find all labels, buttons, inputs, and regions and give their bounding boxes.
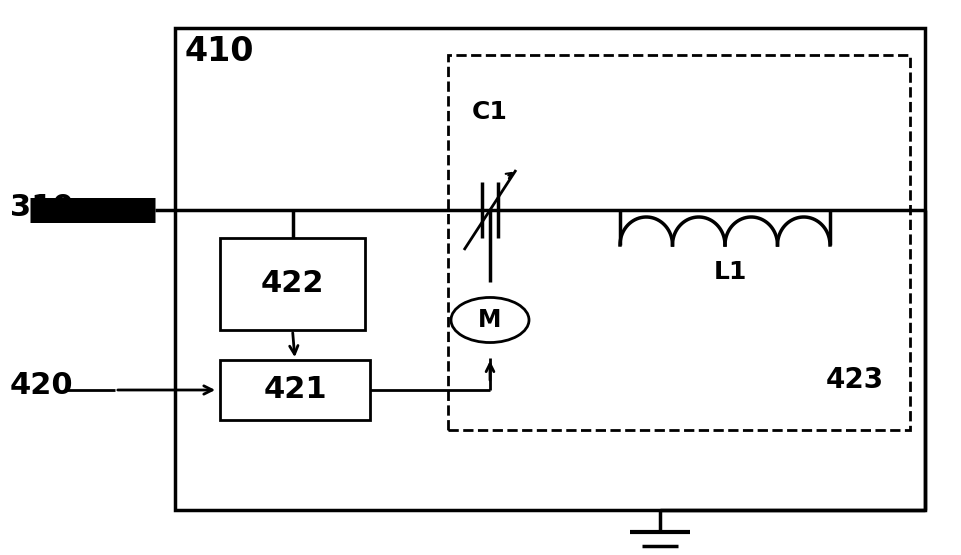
Bar [448,55,910,430]
Text: 410: 410 [185,35,255,68]
Text: 420: 420 [10,371,74,400]
FancyBboxPatch shape [220,238,365,330]
Text: M: M [479,308,502,332]
Text: 310: 310 [10,194,74,223]
Text: 423: 423 [825,366,884,394]
Text: L1: L1 [713,260,747,284]
Text: 422: 422 [260,270,324,299]
Circle shape [451,297,529,342]
Text: 421: 421 [263,376,327,405]
FancyBboxPatch shape [220,360,370,420]
Text: C1: C1 [472,100,508,124]
